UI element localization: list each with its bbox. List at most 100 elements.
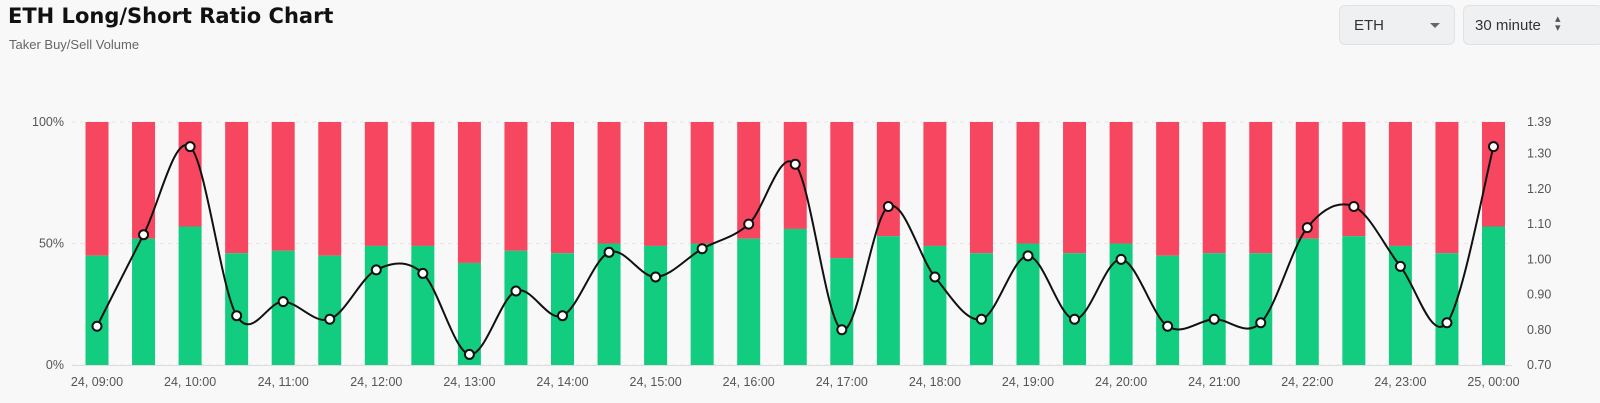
ratio-point xyxy=(929,271,941,283)
long-bar xyxy=(1249,253,1273,365)
x-tick-label: 24, 14:00 xyxy=(536,375,588,389)
ratio-point xyxy=(975,313,987,325)
ratio-point xyxy=(789,158,801,170)
long-bar xyxy=(690,243,714,365)
ratio-point xyxy=(277,296,289,308)
x-tick-label: 24, 15:00 xyxy=(630,375,682,389)
short-bar xyxy=(1063,122,1087,254)
long-bar xyxy=(783,228,807,365)
ratio-point xyxy=(1069,313,1081,325)
y-left-tick-label: 50% xyxy=(39,237,64,251)
short-bar xyxy=(1156,122,1180,256)
ratio-point xyxy=(1022,250,1034,262)
ratio-point xyxy=(1255,317,1267,329)
long-bar xyxy=(504,250,528,365)
long-bar xyxy=(969,253,993,365)
y-left-tick-label: 0% xyxy=(46,358,64,372)
ratio-point xyxy=(603,246,615,258)
y-right-tick-label: 1.39 xyxy=(1527,115,1551,129)
ratio-point xyxy=(1488,141,1499,153)
long-bar xyxy=(85,255,109,365)
asset-select-value: ETH xyxy=(1354,16,1384,34)
short-bar xyxy=(1202,122,1226,254)
x-tick-label: 24, 21:00 xyxy=(1188,375,1240,389)
x-tick-label: 24, 13:00 xyxy=(443,375,495,389)
asset-select[interactable]: ETH xyxy=(1339,5,1455,45)
y-right-tick-label: 0.70 xyxy=(1527,358,1551,372)
short-bar xyxy=(690,122,714,244)
long-bar xyxy=(1109,243,1133,365)
long-bar xyxy=(1156,255,1180,365)
y-right-tick-label: 1.20 xyxy=(1527,182,1551,196)
short-bar xyxy=(644,122,668,246)
short-bar xyxy=(318,122,342,256)
ratio-point xyxy=(696,243,708,255)
x-tick-label: 24, 11:00 xyxy=(258,375,309,389)
short-bar xyxy=(1109,122,1133,244)
short-bar xyxy=(457,122,481,263)
y-right-tick-label: 1.10 xyxy=(1527,217,1551,231)
interval-select-value: 30 minute xyxy=(1475,16,1541,34)
ratio-point xyxy=(1301,222,1313,234)
page-title: ETH Long/Short Ratio Chart xyxy=(8,4,334,28)
ratio-point xyxy=(882,201,894,213)
short-bar xyxy=(1016,122,1040,244)
long-bar xyxy=(923,245,947,365)
x-tick-label: 24, 18:00 xyxy=(909,375,961,389)
long-bar xyxy=(551,253,574,365)
ratio-point xyxy=(138,229,150,241)
x-tick-label: 24, 23:00 xyxy=(1374,375,1426,389)
long-bar xyxy=(1342,236,1366,365)
x-tick-label: 24, 20:00 xyxy=(1095,375,1147,389)
interval-select[interactable]: 30 minute ▴ ▾ xyxy=(1463,5,1600,45)
ratio-point xyxy=(324,313,336,325)
short-bar xyxy=(1482,122,1505,227)
short-bar xyxy=(1388,122,1412,246)
long-bar xyxy=(1295,238,1319,365)
short-bar xyxy=(1435,122,1459,254)
x-tick-label: 24, 16:00 xyxy=(723,375,775,389)
chevron-down-icon xyxy=(1430,23,1440,28)
short-bar xyxy=(364,122,388,246)
long-bar xyxy=(876,236,900,365)
short-bar xyxy=(783,122,807,229)
short-bar xyxy=(504,122,528,251)
chart-subtitle: Taker Buy/Sell Volume xyxy=(9,37,140,52)
y-left-tick-label: 100% xyxy=(32,115,64,129)
y-right-tick-label: 1.30 xyxy=(1527,147,1551,161)
ratio-point xyxy=(417,267,429,279)
ratio-point xyxy=(836,324,848,336)
long-bar xyxy=(225,253,249,365)
y-right-tick-label: 0.90 xyxy=(1527,288,1551,302)
x-tick-label: 24, 09:00 xyxy=(71,375,123,389)
short-bar xyxy=(85,122,109,256)
ratio-point xyxy=(370,264,382,276)
x-tick-label: 24, 17:00 xyxy=(816,375,868,389)
ratio-line xyxy=(96,143,1495,356)
x-tick-label: 24, 10:00 xyxy=(164,375,216,389)
ratio-point xyxy=(743,218,755,230)
short-bar xyxy=(737,122,761,239)
ratio-point xyxy=(557,310,568,322)
long-bar xyxy=(830,258,854,365)
short-bar xyxy=(1295,122,1319,239)
short-bar xyxy=(597,122,621,244)
short-bar xyxy=(551,122,574,254)
short-bar xyxy=(1342,122,1366,237)
short-bar xyxy=(271,122,295,251)
short-bar xyxy=(830,122,854,259)
x-tick-label: 25, 00:00 xyxy=(1467,375,1519,389)
short-bar xyxy=(225,122,249,254)
short-bar xyxy=(969,122,993,254)
long-bar xyxy=(364,245,388,365)
long-bar xyxy=(132,238,156,365)
ratio-point xyxy=(1162,320,1174,332)
ratio-point xyxy=(1348,201,1360,213)
y-right-tick-label: 1.00 xyxy=(1527,252,1551,266)
long-bar xyxy=(457,262,481,365)
up-down-arrows-icon: ▴ ▾ xyxy=(1555,13,1561,34)
ratio-point xyxy=(1441,317,1453,329)
short-bar xyxy=(923,122,947,246)
long-bar xyxy=(1482,226,1505,365)
